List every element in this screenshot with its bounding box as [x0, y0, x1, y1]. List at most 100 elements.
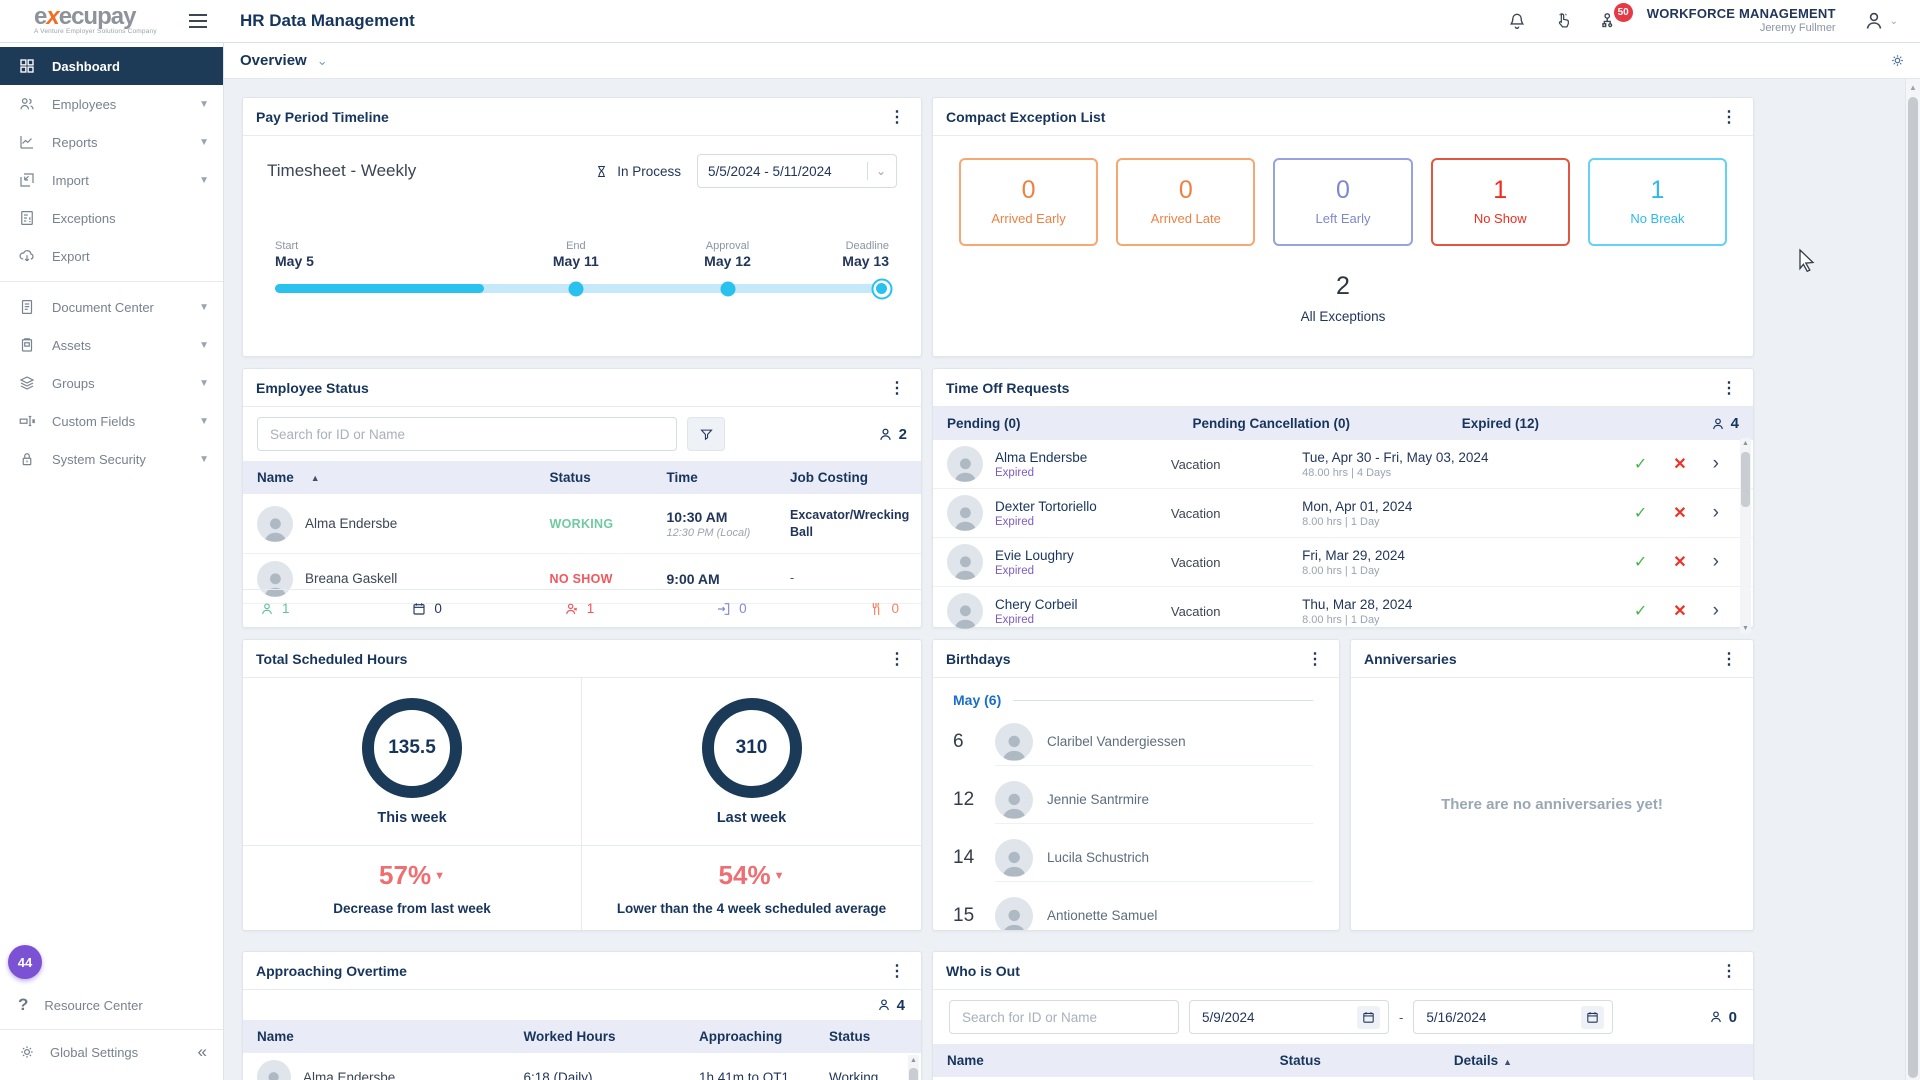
kebab-menu-icon[interactable]: ⋮ — [889, 379, 905, 397]
exception-box-no-break[interactable]: 1 No Break — [1587, 158, 1728, 246]
tab-expired[interactable]: Expired (12) — [1461, 416, 1540, 431]
hamburger-menu-icon[interactable] — [188, 13, 210, 29]
column-header-time[interactable]: Time — [666, 470, 698, 485]
overtime-row[interactable]: Alma Endersbe 6:18 (Daily) 1h 41m to OT1… — [243, 1053, 921, 1080]
sidebar-item-employees[interactable]: Employees ▼ — [0, 85, 223, 123]
kebab-menu-icon[interactable]: ⋮ — [1721, 108, 1737, 126]
approve-icon[interactable]: ✓ — [1633, 603, 1648, 620]
sidebar-item-assets[interactable]: Assets ▼ — [0, 326, 223, 364]
exception-box-arrived-late[interactable]: 0 Arrived Late — [1116, 158, 1256, 246]
touch-gesture-icon[interactable] — [1553, 11, 1573, 31]
column-header-name[interactable]: Name ▲ — [257, 470, 320, 485]
approve-icon[interactable]: ✓ — [1633, 554, 1648, 571]
avatar — [257, 560, 293, 597]
card-title: Total Scheduled Hours — [256, 650, 408, 667]
exception-box-arrived-early[interactable]: 0 Arrived Early — [959, 158, 1099, 246]
scroll-up-icon[interactable]: ▲ — [1742, 440, 1749, 447]
chevron-right-icon[interactable]: › — [1712, 600, 1719, 621]
kebab-menu-icon[interactable]: ⋮ — [889, 962, 905, 980]
time-off-row[interactable]: Alma Endersbe Expired Vacation Tue, Apr 3… — [933, 440, 1753, 489]
scroll-down-icon[interactable]: ▼ — [1742, 625, 1749, 632]
overtime-scrollbar[interactable]: ▲ — [908, 1055, 919, 1080]
calendar-icon[interactable] — [1357, 1005, 1380, 1029]
column-header-job-costing[interactable]: Job Costing — [790, 470, 868, 485]
chevron-right-icon[interactable]: › — [1712, 502, 1719, 523]
column-header-name[interactable]: Name — [947, 1053, 984, 1068]
sidebar-item-custom-fields[interactable]: Custom Fields ▼ — [0, 402, 223, 440]
sidebar-item-exceptions[interactable]: Exceptions — [0, 199, 223, 237]
global-settings-link[interactable]: Global Settings « — [0, 1029, 223, 1074]
approve-icon[interactable]: ✓ — [1633, 456, 1648, 473]
view-selector[interactable]: Overview — [240, 52, 307, 69]
column-header-approaching[interactable]: Approaching — [699, 1029, 783, 1044]
view-chevron-icon[interactable]: ⌄ — [316, 52, 328, 68]
notifications-bell-icon[interactable] — [1507, 11, 1527, 31]
this-week-delta: 57% ▼ Decrease from last week — [243, 846, 582, 930]
deny-icon[interactable]: ✕ — [1673, 554, 1687, 571]
employee-search-input[interactable] — [257, 417, 677, 451]
who-is-out-search-input[interactable] — [949, 1000, 1179, 1034]
column-header-worked-hours[interactable]: Worked Hours — [523, 1029, 616, 1044]
time-off-row[interactable]: Chery Corbeil Expired Vacation Thu, Mar 2… — [933, 587, 1753, 636]
resource-center-badge[interactable]: 44 — [8, 945, 42, 979]
empty-state-message: There are no anniversaries yet! — [1441, 795, 1663, 813]
calendar-icon[interactable] — [1581, 1005, 1605, 1029]
sidebar-item-dashboard[interactable]: Dashboard — [0, 47, 223, 85]
kebab-menu-icon[interactable]: ⋮ — [1721, 379, 1737, 397]
kebab-menu-icon[interactable]: ⋮ — [1721, 650, 1737, 668]
workflow-alerts-icon[interactable]: 50 — [1599, 3, 1633, 32]
chevron-down-icon: ▼ — [199, 136, 209, 148]
pay-period-select[interactable]: 5/5/2024 - 5/11/2024 ⌄ — [697, 154, 897, 188]
time-off-scrollbar[interactable]: ▲ ▼ — [1740, 438, 1751, 634]
deny-icon[interactable]: ✕ — [1673, 505, 1687, 522]
deny-icon[interactable]: ✕ — [1673, 603, 1687, 620]
delta-down-icon: ▼ — [434, 869, 445, 882]
scrollbar-thumb[interactable] — [1908, 97, 1918, 1078]
kebab-menu-icon[interactable]: ⋮ — [1307, 650, 1323, 668]
tab-pending[interactable]: Pending (0) — [947, 416, 1021, 431]
employee-row[interactable]: Alma Endersbe WORKING 10:30 AM 12:30 PM … — [243, 494, 921, 554]
sidebar-item-import[interactable]: Import ▼ — [0, 161, 223, 199]
date-to-field[interactable]: 5/16/2024 — [1413, 1000, 1614, 1034]
org-label: WORKFORCE MANAGEMENT — [1646, 6, 1836, 21]
date-from-field[interactable]: 5/9/2024 — [1189, 1000, 1389, 1034]
chevron-right-icon[interactable]: › — [1712, 453, 1719, 474]
chevron-right-icon[interactable]: › — [1712, 551, 1719, 572]
filter-button[interactable] — [687, 417, 725, 451]
time-off-row[interactable]: Dexter Tortoriello Expired Vacation Mon, … — [933, 489, 1753, 538]
sidebar-item-system-security[interactable]: System Security ▼ — [0, 440, 223, 478]
column-header-status[interactable]: Status — [829, 1029, 871, 1044]
deny-icon[interactable]: ✕ — [1673, 456, 1687, 473]
sidebar-item-document-center[interactable]: Document Center ▼ — [0, 288, 223, 326]
page-scrollbar[interactable]: ▲ — [1905, 79, 1920, 1080]
tab-pending-cancellation[interactable]: Pending Cancellation (0) — [1192, 416, 1351, 431]
kebab-menu-icon[interactable]: ⋮ — [889, 108, 905, 126]
scrollbar-thumb[interactable] — [909, 1068, 918, 1080]
sort-asc-icon: ▲ — [1503, 1057, 1513, 1067]
exception-box-left-early[interactable]: 0 Left Early — [1273, 158, 1413, 246]
resource-center-link[interactable]: ? Resource Center — [18, 995, 143, 1014]
who-is-out-count: 0 — [1708, 1009, 1737, 1026]
collapse-sidebar-icon[interactable]: « — [197, 1042, 207, 1061]
user-menu[interactable]: ⌄ — [1862, 9, 1898, 33]
view-bar: Overview ⌄ — [224, 43, 1920, 79]
kebab-menu-icon[interactable]: ⋮ — [889, 650, 905, 668]
column-header-status[interactable]: Status — [549, 470, 591, 485]
sidebar-item-groups[interactable]: Groups ▼ — [0, 364, 223, 402]
approve-icon[interactable]: ✓ — [1633, 505, 1648, 522]
dashboard-settings-gear-icon[interactable] — [1889, 52, 1906, 69]
employee-row[interactable]: Breana Gaskell NO SHOW 9:00 AM - — [243, 554, 921, 604]
exception-box-no-show[interactable]: 1 No Show — [1430, 158, 1570, 246]
sidebar-item-export[interactable]: Export — [0, 237, 223, 275]
time-off-row[interactable]: Evie Loughry Expired Vacation Fri, Mar 29… — [933, 538, 1753, 587]
scroll-up-icon[interactable]: ▲ — [1909, 83, 1917, 92]
column-header-name[interactable]: Name — [257, 1029, 294, 1044]
column-header-details[interactable]: Details ▲ — [1453, 1053, 1513, 1068]
user-name: Jeremy Fullmer — [1759, 22, 1836, 34]
card-title: Compact Exception List — [946, 108, 1106, 125]
scrollbar-thumb[interactable] — [1741, 452, 1750, 507]
sidebar-item-reports[interactable]: Reports ▼ — [0, 123, 223, 161]
column-header-status[interactable]: Status — [1279, 1053, 1321, 1068]
kebab-menu-icon[interactable]: ⋮ — [1721, 962, 1737, 980]
scroll-up-icon[interactable]: ▲ — [910, 1057, 917, 1064]
